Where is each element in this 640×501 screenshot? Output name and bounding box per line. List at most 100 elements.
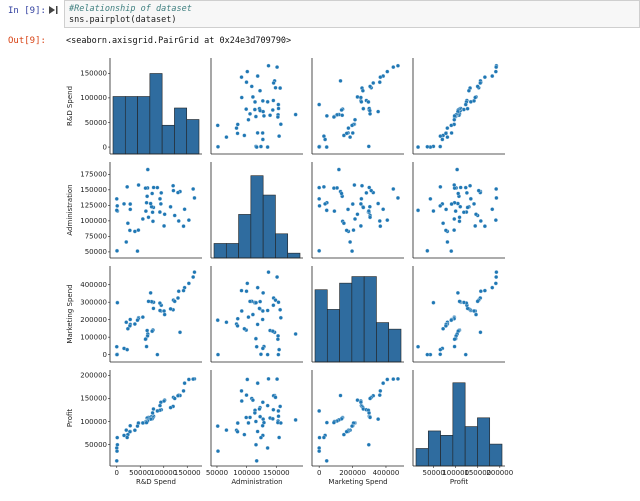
scatter-point — [242, 432, 247, 437]
scatter-point — [350, 202, 355, 207]
scatter-point — [176, 289, 181, 294]
scatter-point — [258, 352, 263, 357]
scatter-point — [239, 388, 244, 393]
output-prompt: Out[9]: — [8, 36, 46, 46]
scatter-point — [127, 429, 132, 434]
scatter-point — [171, 183, 176, 188]
scatter-point — [192, 270, 197, 275]
scatter-point — [341, 221, 346, 226]
scatter-point — [127, 228, 132, 233]
scatter-point — [266, 376, 271, 381]
scatter-point — [155, 185, 160, 190]
scatter-point — [124, 320, 129, 325]
scatter-point — [191, 377, 196, 382]
scatter-point — [275, 65, 280, 70]
y-tick-label: 300000 — [80, 299, 107, 307]
y-axis-label-profit: Profit — [66, 409, 74, 428]
scatter-point — [140, 420, 145, 425]
scatter-point — [463, 102, 468, 107]
scatter-point — [172, 213, 177, 218]
scatter-point — [336, 167, 341, 172]
histogram-bar-profit — [440, 435, 454, 467]
y-tick-label: 175000 — [80, 171, 107, 179]
scatter-point — [162, 223, 167, 229]
scatter-point — [449, 318, 454, 323]
scatter-point — [260, 346, 265, 351]
histogram-bar-profit — [452, 382, 466, 467]
scatter-point — [261, 290, 266, 295]
scatter-point — [181, 224, 186, 229]
scatter-point — [273, 395, 278, 400]
scatter-point — [278, 86, 283, 91]
scatter-point — [235, 122, 240, 127]
scatter-point — [361, 205, 366, 210]
scatter-point — [490, 74, 495, 79]
scatter-point — [271, 80, 276, 86]
scatter-point — [150, 210, 155, 215]
run-cell-icon[interactable] — [48, 5, 58, 15]
scatter-point — [360, 88, 365, 93]
scatter-point — [265, 99, 270, 104]
scatter-point — [331, 186, 336, 191]
scatter-point — [258, 144, 263, 149]
scatter-point — [239, 288, 244, 293]
scatter-point — [175, 393, 181, 398]
scatter-point — [441, 221, 446, 226]
scatter-point — [191, 275, 196, 280]
scatter-point — [125, 221, 130, 226]
histogram-bar-administration — [213, 243, 227, 259]
scatter-point — [260, 317, 265, 322]
scatter-point — [366, 208, 371, 214]
scatter-point — [490, 285, 495, 290]
scatter-point — [215, 424, 220, 429]
scatter-point — [466, 88, 471, 93]
scatter-point — [344, 228, 349, 233]
scatter-point — [144, 420, 149, 425]
scatter-point — [463, 352, 468, 357]
scatter-point — [121, 433, 127, 438]
histogram-bar-administration — [287, 252, 301, 259]
scatter-point — [440, 137, 445, 142]
x-tick-label: 150000 — [174, 469, 201, 477]
scatter-point — [252, 99, 258, 104]
scatter-point — [376, 417, 381, 422]
scatter-point — [276, 300, 281, 305]
scatter-point — [275, 337, 280, 342]
scatter-point — [331, 114, 336, 120]
scatter-point — [425, 352, 430, 357]
scatter-point — [265, 403, 270, 408]
scatter-point — [366, 442, 371, 447]
scatter-point — [449, 202, 454, 207]
scatter-point — [494, 195, 499, 201]
scatter-point — [339, 191, 344, 196]
scatter-point — [114, 248, 120, 253]
scatter-point — [324, 458, 329, 463]
code-editor[interactable]: #Relationship of dataset sns.pairplot(da… — [64, 0, 640, 28]
scatter-point — [148, 290, 153, 295]
scatter-point — [352, 216, 358, 222]
scatter-point — [150, 191, 155, 196]
y-tick-label: 200000 — [80, 316, 107, 324]
scatter-point — [344, 429, 349, 434]
scatter-point — [463, 185, 468, 190]
histogram-bar-rd-spend — [124, 96, 138, 155]
histogram-bar-marketing-spend — [326, 309, 340, 363]
x-tick-label: 200000 — [486, 469, 513, 477]
scatter-point — [132, 321, 137, 327]
scatter-point — [172, 299, 177, 304]
scatter-point — [465, 106, 470, 111]
histogram-bar-marketing-spend — [351, 276, 365, 363]
input-cell[interactable]: In [9]: #Relationship of dataset sns.pai… — [0, 0, 640, 30]
scatter-point — [144, 200, 149, 205]
scatter-point — [352, 183, 357, 188]
y-tick-label: 100000 — [80, 333, 107, 341]
scatter-point — [151, 406, 156, 412]
scatter-point — [324, 208, 329, 213]
scatter-point — [125, 184, 130, 189]
scatter-point — [376, 201, 381, 206]
scatter-point — [124, 428, 129, 433]
scatter-point — [114, 458, 119, 463]
scatter-point — [358, 400, 363, 405]
y-tick-label: 50000 — [85, 119, 107, 127]
scatter-point — [151, 306, 156, 311]
